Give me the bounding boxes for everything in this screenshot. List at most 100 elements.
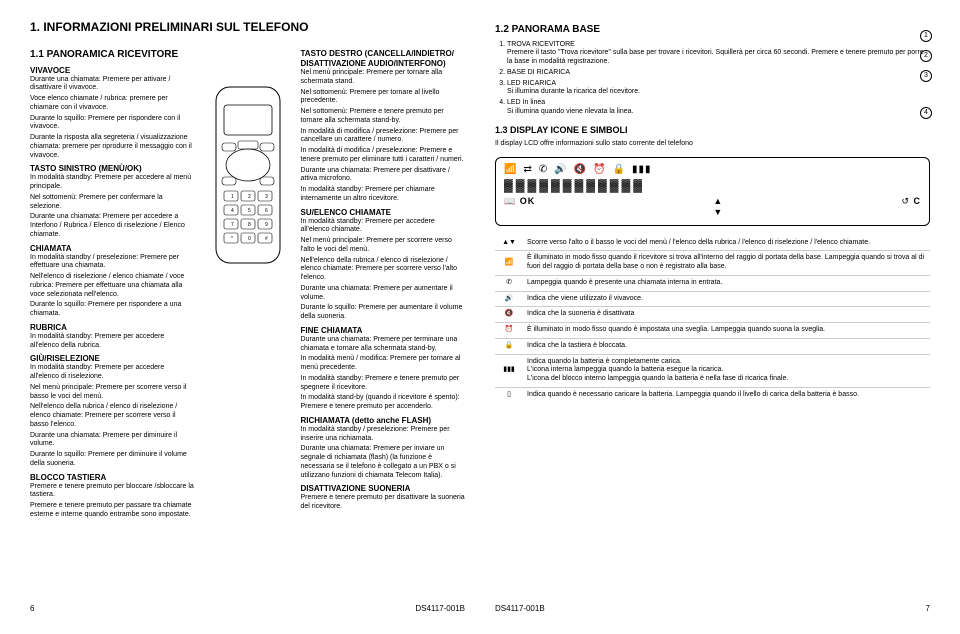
text: Nel menù principale: Premere per scorrer… [301, 237, 466, 255]
svg-text:0: 0 [248, 236, 251, 242]
li-text: Si illumina durante la ricarica del rice… [507, 88, 640, 95]
battery-full-icon: ▮▮▮ [632, 164, 652, 177]
text: Nel sottomenù: Premere per tornare al li… [301, 89, 466, 107]
text: Durante una chiamata: Premere per diminu… [30, 432, 195, 450]
text: Durante lo squillo: Premere per diminuir… [30, 451, 195, 469]
tasto-destro-heading: TASTO DESTRO (CANCELLA/INDIETRO/ DISATTI… [301, 49, 466, 69]
disattivazione-heading: DISATTIVAZIONE SUONERIA [301, 484, 466, 494]
table-row: 🔇Indica che la suoneria è disattivata [495, 307, 930, 323]
text: In modalità standby: Premere per acceder… [30, 174, 195, 192]
page-number: 7 [926, 604, 930, 614]
text: Durante la risposta alla segreteria / vi… [30, 134, 195, 160]
lock-icon: 🔒 [495, 338, 523, 354]
text: In modalità standby / preselezione: Prem… [30, 254, 195, 272]
svg-text:7: 7 [231, 222, 234, 228]
text: In modalità menù / modifica: Premere per… [301, 355, 466, 373]
svg-text:3: 3 [265, 194, 268, 200]
text: Durante una chiamata: Premere per accede… [30, 213, 195, 239]
svg-text:4: 4 [231, 208, 234, 214]
text: Durante una chiamata: Premere per inviar… [301, 445, 466, 480]
icon-desc: Lampeggia quando è presente una chiamata… [523, 275, 930, 291]
text: Durante lo squillo: Premere per risponde… [30, 301, 195, 319]
updown-icon: ▲▼ [495, 236, 523, 251]
left-page: 1. INFORMAZIONI PRELIMINARI SUL TELEFONO… [30, 20, 465, 614]
text: Premere e tenere premuto per passare tra… [30, 502, 195, 520]
text: In modalità stand-by (quando il ricevito… [301, 394, 466, 412]
page-number: 6 [30, 604, 34, 614]
su-heading: SU/ELENCO CHIAMATE [301, 208, 466, 218]
section-1-2: 1.2 PANORAMA BASE [495, 24, 930, 37]
text: In modalità standby: Premere e tenere pr… [301, 375, 466, 393]
antenna-icon: 📶 [504, 164, 517, 177]
lock-icon: 🔒 [613, 164, 626, 177]
redial-icon: ↺ C [901, 196, 921, 219]
richiamata-heading: RICHIAMATA (detto anche FLASH) [301, 416, 466, 426]
svg-text:5: 5 [248, 208, 251, 214]
text: In modalità standby: Premere per acceder… [301, 218, 466, 236]
text: Nell'elenco della rubrica / elenco di ri… [30, 403, 195, 429]
icon-desc: È illuminato in modo fisso quando il ric… [523, 251, 930, 276]
li-heading: TROVA RICEVITORE [507, 41, 575, 48]
text: Durante una chiamata: Premere per aument… [301, 285, 466, 303]
doc-id: DS4117-001B [495, 604, 545, 614]
left-col-a: 1.1 PANORAMICA RICEVITORE VIVAVOCE Duran… [30, 45, 195, 604]
icon-desc: È illuminato in modo fisso quando è impo… [523, 323, 930, 339]
left-col-b: TASTO DESTRO (CANCELLA/INDIETRO/ DISATTI… [301, 45, 466, 604]
text: Nel menù principale: Premere per scorrer… [30, 384, 195, 402]
text: Durante una chiamata: Premere per disatt… [301, 167, 466, 185]
text: Nel menù principale: Premere per tornare… [301, 69, 466, 87]
text: In modalità standby / preselezione: Prem… [301, 426, 466, 444]
table-row: ▲▼Scorre verso l'alto o il basso le voci… [495, 236, 930, 251]
right-page: 1.2 PANORAMA BASE TROVA RICEVITOREPremer… [495, 20, 930, 614]
icon-desc: Indica quando la batteria è completament… [523, 354, 930, 387]
callout-4: 4 [920, 107, 932, 119]
text: Voce elenco chiamate / rubrica: premere … [30, 95, 195, 113]
li-text: Premere il tasto "Trova ricevitore" sull… [507, 49, 924, 65]
tasto-sinistro-heading: TASTO SINISTRO (MENÙ/OK) [30, 164, 195, 174]
lcd-display: 📶 ⇄ ✆ 🔊 🔇 ⏰ 🔒 ▮▮▮ ▓▓▓▓▓▓▓▓▓▓▓▓ 📖 OK ▲▼ ↺… [495, 157, 930, 226]
list-item: BASE DI RICARICA [507, 69, 930, 78]
icon-desc: Indica che viene utilizzato il vivavoce. [523, 291, 930, 307]
li-heading: LED RICARICA [507, 80, 556, 87]
svg-text:8: 8 [248, 222, 251, 228]
table-row: ▮▮▮Indica quando la batteria è completam… [495, 354, 930, 387]
callouts-right: 1 2 3 [920, 30, 932, 82]
section-1-1: 1.1 PANORAMICA RICEVITORE [30, 49, 195, 62]
page-spread: 1. INFORMAZIONI PRELIMINARI SUL TELEFONO… [30, 20, 930, 614]
li-heading: LED In linea [507, 99, 545, 106]
icon-table: ▲▼Scorre verso l'alto o il basso le voci… [495, 236, 930, 403]
section-1-2-block: 1.2 PANORAMA BASE TROVA RICEVITOREPremer… [495, 20, 930, 121]
alarm-icon: ⏰ [593, 164, 606, 177]
arrows-icon: ⇄ [523, 164, 532, 177]
text: Nell'elenco di riselezione / elenco chia… [30, 273, 195, 299]
section-1-3: 1.3 DISPLAY ICONE E SIMBOLI [495, 125, 930, 136]
table-row: 📶È illuminato in modo fisso quando il ri… [495, 251, 930, 276]
handset-icon: ✆ [495, 275, 523, 291]
mute-icon: 🔇 [495, 307, 523, 323]
phone-illustration: 123 456 789 *0# [208, 85, 288, 265]
svg-text:*: * [231, 236, 233, 242]
updown-icon: ▲▼ [713, 196, 723, 219]
list-item: TROVA RICEVITOREPremere il tasto "Trova … [507, 41, 930, 67]
table-row: ✆Lampeggia quando è presente una chiamat… [495, 275, 930, 291]
callout-1: 1 [920, 30, 932, 42]
text: Durante lo squillo: Premere per aumentar… [301, 304, 466, 322]
table-row: ▯Indica quando è necessario caricare la … [495, 387, 930, 402]
mute-icon: 🔇 [574, 164, 587, 177]
blocco-heading: BLOCCO TASTIERA [30, 473, 195, 483]
table-row: ⏰È illuminato in modo fisso quando è imp… [495, 323, 930, 339]
icon-desc: Indica che la suoneria è disattivata [523, 307, 930, 323]
svg-text:1: 1 [231, 194, 234, 200]
text: Premere e tenere premuto per disattivare… [301, 494, 466, 512]
svg-text:#: # [265, 236, 268, 242]
handset-icon: ✆ [539, 164, 548, 177]
text: Nel sottomenù: Premere per confermare la… [30, 194, 195, 212]
lcd-digits: ▓▓▓▓▓▓▓▓▓▓▓▓ [504, 178, 921, 193]
svg-text:6: 6 [265, 208, 268, 214]
li-text: Si illumina quando viene rilevata la lin… [507, 108, 633, 115]
rubrica-heading: RUBRICA [30, 323, 195, 333]
fine-heading: FINE CHIAMATA [301, 326, 466, 336]
lcd-row-1: 📶 ⇄ ✆ 🔊 🔇 ⏰ 🔒 ▮▮▮ [504, 164, 921, 177]
speaker-icon: 🔊 [495, 291, 523, 307]
left-columns: 1.1 PANORAMICA RICEVITORE VIVAVOCE Duran… [30, 45, 465, 604]
